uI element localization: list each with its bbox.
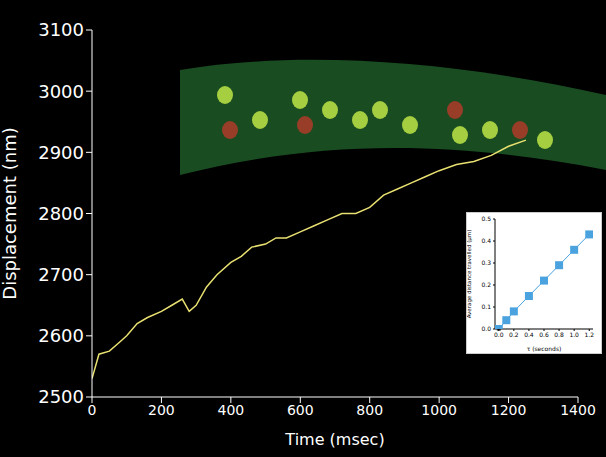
svg-text:0.1: 0.1	[481, 303, 491, 310]
svg-text:800: 800	[356, 402, 383, 418]
svg-text:1400: 1400	[560, 402, 596, 418]
svg-text:1.2: 1.2	[584, 331, 594, 338]
svg-text:0.4: 0.4	[524, 331, 534, 338]
svg-text:1200: 1200	[491, 402, 527, 418]
svg-text:0.2: 0.2	[481, 281, 491, 288]
svg-text:0.8: 0.8	[554, 331, 564, 338]
svg-text:0.5: 0.5	[481, 215, 491, 222]
svg-text:3000: 3000	[38, 81, 84, 102]
svg-text:0.0: 0.0	[481, 325, 491, 332]
svg-text:0.4: 0.4	[481, 237, 491, 244]
svg-text:0.0: 0.0	[494, 331, 504, 338]
svg-text:2600: 2600	[38, 325, 84, 346]
svg-text:1000: 1000	[421, 402, 457, 418]
svg-text:2900: 2900	[38, 142, 84, 163]
svg-text:Time (msec): Time (msec)	[284, 430, 384, 449]
svg-text:τ (seconds): τ (seconds)	[527, 345, 562, 352]
svg-text:400: 400	[217, 402, 244, 418]
svg-text:2700: 2700	[38, 264, 84, 285]
svg-text:600: 600	[287, 402, 314, 418]
svg-text:0.2: 0.2	[509, 331, 519, 338]
svg-text:2500: 2500	[38, 386, 84, 407]
svg-text:2800: 2800	[38, 203, 84, 224]
svg-text:Average distance travelled (µm: Average distance travelled (µm)	[467, 230, 473, 319]
svg-text:200: 200	[148, 402, 175, 418]
svg-text:Displacement (nm): Displacement (nm)	[0, 127, 20, 299]
svg-text:0.6: 0.6	[539, 331, 549, 338]
svg-text:3100: 3100	[38, 19, 84, 40]
svg-text:0: 0	[88, 402, 97, 418]
svg-text:0.3: 0.3	[481, 259, 491, 266]
svg-text:1.0: 1.0	[569, 331, 579, 338]
